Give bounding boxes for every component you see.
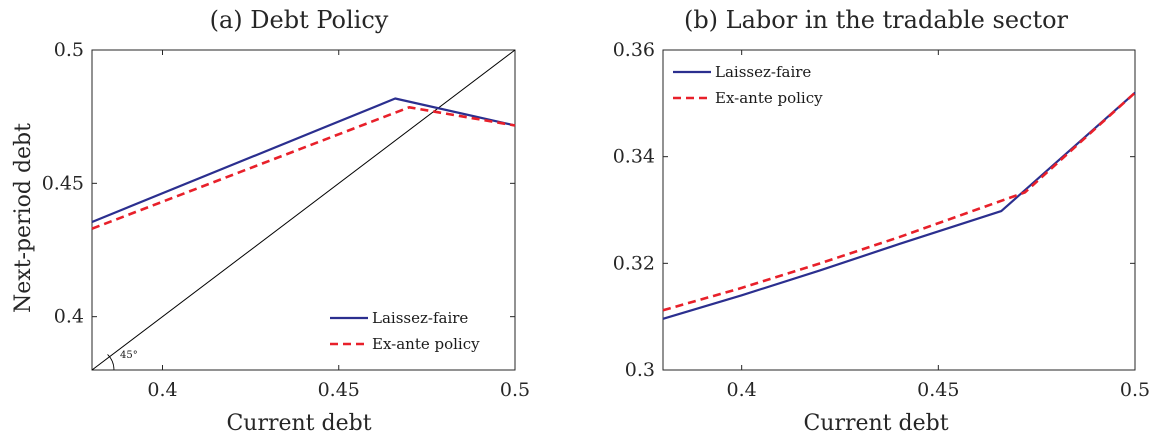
plot-area: 0.4 0.45 0.5 0.3 0.32 0.34 0.36 Laissez-faire Ex… xyxy=(613,39,1150,401)
legend: Laissez-faire Ex-ante policy xyxy=(673,63,823,107)
chart-title: (b) Labor in the tradable sector xyxy=(684,6,1069,34)
legend-label: Ex-ante policy xyxy=(715,89,823,107)
legend-label: Ex-ante policy xyxy=(372,335,480,353)
y-tick-label: 0.32 xyxy=(613,252,655,274)
plot-area: 0.4 0.45 0.5 0.4 0.45 0.5 45° Laissez-faire Ex-a… xyxy=(42,39,530,401)
legend-label: Laissez-faire xyxy=(715,63,811,81)
series-line-laissez-faire xyxy=(662,91,1136,320)
x-tick-label: 0.5 xyxy=(1120,379,1150,401)
chart-title: (a) Debt Policy xyxy=(210,6,389,34)
reference-45-line xyxy=(91,49,516,371)
panel-debt-policy: (a) Debt Policy Current debt Next-period… xyxy=(11,6,530,436)
series-line-ex-ante-policy xyxy=(91,106,516,230)
panel-labor-tradable: (b) Labor in the tradable sector Current… xyxy=(613,6,1150,436)
x-tick-label: 0.45 xyxy=(917,379,959,401)
y-tick-label: 0.34 xyxy=(613,146,655,168)
y-axis-label: Next-period debt xyxy=(11,123,36,313)
x-tick-label: 0.5 xyxy=(500,379,530,401)
angle-annotation: 45° xyxy=(120,350,138,361)
angle-arc xyxy=(107,354,115,371)
legend-label: Laissez-faire xyxy=(372,309,468,327)
x-axis-label: Current debt xyxy=(803,411,948,435)
x-tick-label: 0.4 xyxy=(727,379,757,401)
x-tick-label: 0.45 xyxy=(318,379,360,401)
y-tick-label: 0.45 xyxy=(42,172,84,194)
y-tick-label: 0.36 xyxy=(613,39,655,61)
y-tick-label: 0.3 xyxy=(625,359,655,381)
x-axis-label: Current debt xyxy=(226,411,371,435)
x-tick-label: 0.4 xyxy=(147,379,177,401)
y-tick-label: 0.4 xyxy=(54,306,84,328)
axes-frame xyxy=(91,49,516,371)
legend: Laissez-faire Ex-ante policy xyxy=(330,309,480,353)
series-line-laissez-faire xyxy=(91,97,516,224)
series-line-ex-ante-policy xyxy=(662,91,1136,312)
y-tick-label: 0.5 xyxy=(54,39,84,61)
axes-frame xyxy=(662,49,1136,371)
